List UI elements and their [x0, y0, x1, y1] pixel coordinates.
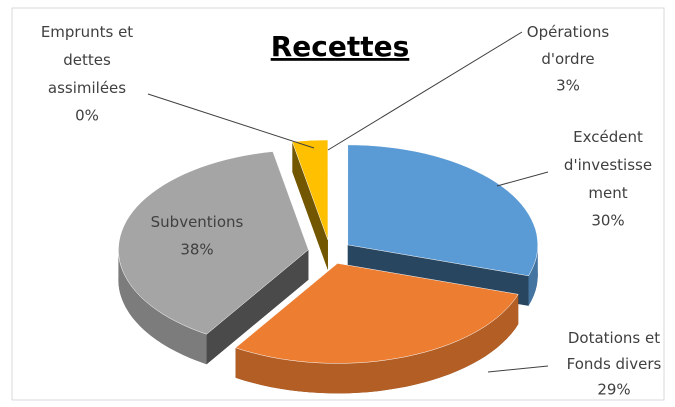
- leader-line: [147, 93, 315, 149]
- data-label: Emprunts et dettes assimilées: [41, 23, 133, 97]
- label-line: d'investisse: [564, 156, 652, 174]
- slice-wall: [235, 294, 519, 394]
- label-line: Excédent: [573, 128, 643, 146]
- label-line: Subventions: [151, 213, 244, 231]
- slice-top: [347, 144, 539, 277]
- slice: [118, 151, 309, 365]
- leader-line: [496, 171, 549, 187]
- value-label: 30%: [591, 212, 624, 230]
- label-line: Dotations et: [568, 329, 660, 347]
- label-line: ment: [588, 184, 627, 202]
- slice-wall: [118, 249, 207, 365]
- data-label: Dotations et Fonds divers: [567, 329, 662, 373]
- slice-wall: [528, 244, 538, 306]
- data-label: Opérations d'ordre: [527, 23, 610, 68]
- slice-top: [118, 151, 309, 335]
- slice-side: [292, 141, 328, 270]
- slice: [291, 139, 329, 270]
- slice-top: [291, 139, 329, 241]
- label-line: Fonds divers: [567, 355, 662, 373]
- data-label: Subventions: [151, 213, 244, 231]
- data-label: Excédent d'investisse ment: [564, 128, 652, 202]
- value-label: 29%: [597, 381, 630, 399]
- label-line: dettes: [63, 51, 111, 69]
- chart-title: Recettes: [271, 30, 410, 63]
- value-label: 38%: [180, 241, 213, 259]
- value-label: 3%: [556, 77, 580, 95]
- leader-line: [327, 31, 523, 151]
- label-line: d'ordre: [541, 50, 594, 68]
- slice-top: [235, 263, 519, 364]
- label-line: Emprunts et: [41, 23, 133, 41]
- label-line: Opérations: [527, 23, 610, 41]
- slice-side: [206, 249, 309, 365]
- leader-line: [487, 365, 549, 373]
- label-line: assimilées: [48, 79, 126, 97]
- slice: [235, 263, 519, 394]
- value-label: 0%: [75, 107, 99, 125]
